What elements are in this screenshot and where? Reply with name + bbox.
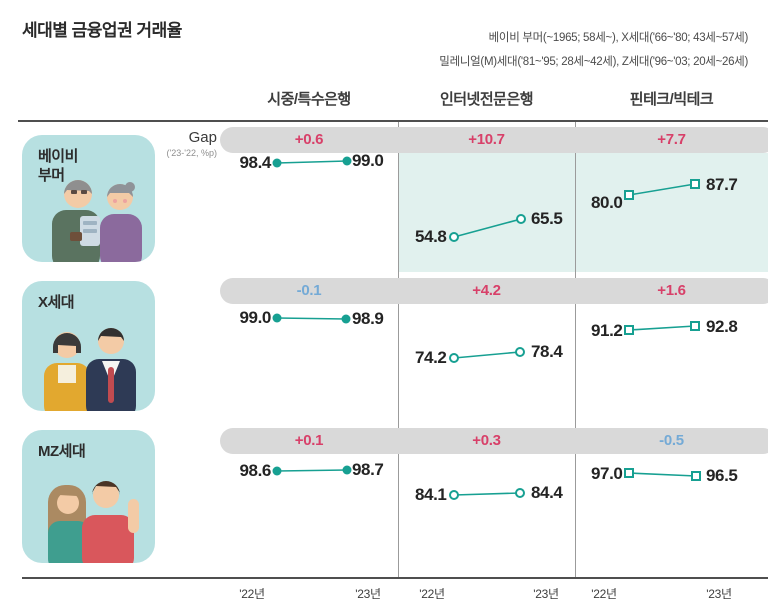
generation-definitions: 베이비 부머(~1965; 58세~), X세대('66~'80; 43세~57… xyxy=(439,26,748,74)
gap-value: +7.7 xyxy=(657,131,686,148)
value-2023: 96.5 xyxy=(706,466,738,485)
generation-card-genx: X세대 xyxy=(22,281,155,411)
gap-value: +1.6 xyxy=(657,282,686,299)
value-2023: 98.9 xyxy=(352,309,384,328)
marker-2022-open-circle xyxy=(449,353,459,363)
marker-2023-filled-circle xyxy=(341,314,351,324)
adult-couple-illustration xyxy=(44,328,136,411)
value-2023: 65.5 xyxy=(531,209,563,228)
column-header-internet-banks: 인터넷전문은행 xyxy=(439,91,534,108)
value-2023: 84.4 xyxy=(531,483,563,502)
gap-value: +0.1 xyxy=(294,432,324,449)
x-tick-2022: '22년 xyxy=(591,587,617,601)
marker-2023-open-square xyxy=(690,179,700,189)
gap-value: +4.2 xyxy=(472,282,501,299)
value-2023: 92.8 xyxy=(706,317,738,336)
value-2022: 99.0 xyxy=(239,308,272,327)
value-2023: 78.4 xyxy=(531,342,563,361)
value-2022: 98.4 xyxy=(239,153,272,172)
x-tick-2023: '23년 xyxy=(706,587,732,601)
gap-pill-genx xyxy=(220,278,768,304)
babyboomer-highlight-band xyxy=(399,153,768,272)
gap-value: -0.1 xyxy=(296,282,322,299)
marker-2022-open-circle xyxy=(449,490,459,500)
column-divider-1 xyxy=(398,122,399,577)
generation-definitions-line1: 베이비 부머(~1965; 58세~), X세대('66~'80; 43세~57… xyxy=(488,32,749,44)
gap-pill-babyboomer xyxy=(220,127,768,153)
elderly-couple-illustration xyxy=(52,180,142,262)
value-2023: 87.7 xyxy=(706,175,738,194)
marker-2023-filled-circle xyxy=(342,465,352,475)
gap-value: +0.3 xyxy=(472,432,501,449)
marker-2022-open-square xyxy=(624,468,634,478)
value-2022: 98.6 xyxy=(239,461,272,480)
page-title: 세대별 금융업권 거래율 xyxy=(22,21,182,40)
gap-value: +10.7 xyxy=(468,131,505,148)
marker-2023-filled-circle xyxy=(342,156,352,166)
marker-2023-open-circle xyxy=(515,488,525,498)
value-2022: 80.0 xyxy=(591,193,623,212)
marker-2022-open-circle xyxy=(449,232,459,242)
value-2023: 98.7 xyxy=(352,460,384,479)
marker-2022-filled-circle xyxy=(272,313,282,323)
gap-value: +0.6 xyxy=(294,131,324,148)
marker-2023-open-square xyxy=(690,321,700,331)
x-tick-2022: '22년 xyxy=(239,587,265,601)
value-2022: 91.2 xyxy=(591,321,623,340)
marker-2023-open-circle xyxy=(515,347,525,357)
generation-label: X세대 xyxy=(38,294,75,311)
column-header-commercial-banks: 시중/특수은행 xyxy=(267,91,351,108)
bottom-axis-rule xyxy=(22,577,768,579)
generation-label: MZ세대 xyxy=(38,443,86,460)
x-tick-2022: '22년 xyxy=(419,587,445,601)
generation-card-babyboomer: 베이비 부머 xyxy=(22,135,155,262)
x-tick-2023: '23년 xyxy=(533,587,559,601)
marker-2022-filled-circle xyxy=(272,158,282,168)
column-divider-2 xyxy=(575,122,576,577)
marker-2022-open-square xyxy=(624,325,634,335)
gap-pill-mz xyxy=(220,428,768,454)
value-2022: 97.0 xyxy=(591,464,623,483)
generation-card-mz: MZ세대 xyxy=(22,430,155,563)
column-header-fintech-bigtech: 핀테크/빅테크 xyxy=(629,91,714,108)
value-2022: 74.2 xyxy=(415,348,447,367)
marker-2022-open-square xyxy=(624,190,634,200)
gap-value: -0.5 xyxy=(659,432,684,449)
x-tick-2023: '23년 xyxy=(355,587,381,601)
gap-header-label: Gap xyxy=(188,129,217,146)
top-rule xyxy=(18,120,768,122)
gap-header-note: ('23-'22, %p) xyxy=(166,148,217,158)
marker-2023-open-circle xyxy=(516,214,526,224)
value-2022: 54.8 xyxy=(415,227,447,246)
generation-label: 베이비 부머 xyxy=(38,148,78,184)
value-2023: 99.0 xyxy=(352,151,384,170)
marker-2023-open-square xyxy=(691,471,701,481)
value-2022: 84.1 xyxy=(415,485,447,504)
generation-definitions-line2: 밀레니얼(M)세대('81~'95; 28세~42세), Z세대('96~'03… xyxy=(439,56,748,68)
marker-2022-filled-circle xyxy=(272,466,282,476)
young-couple-illustration xyxy=(48,481,139,563)
